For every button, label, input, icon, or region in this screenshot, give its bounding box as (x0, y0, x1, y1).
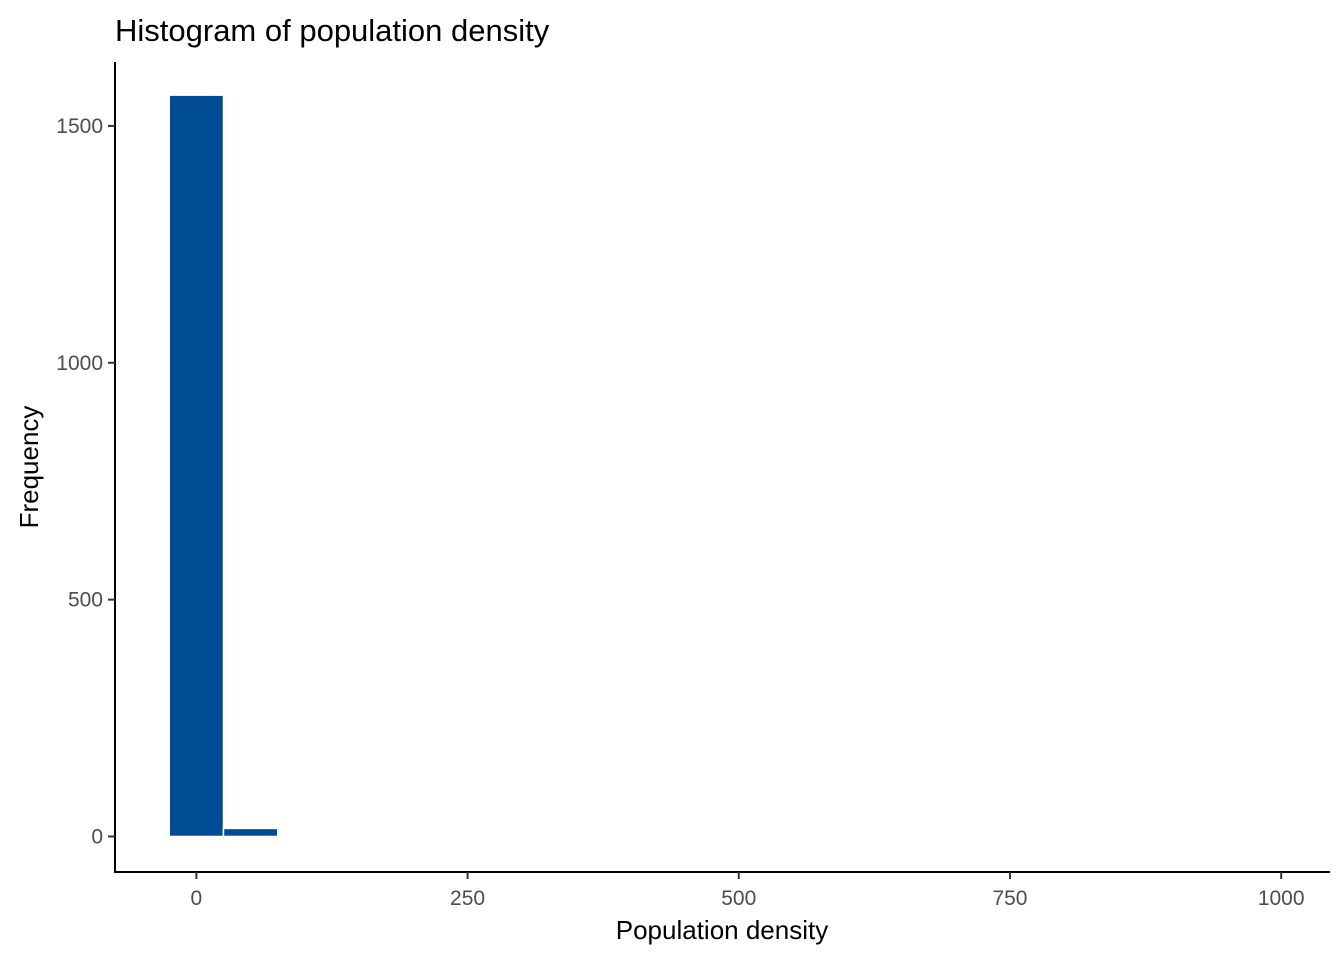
x-tick-label: 0 (191, 887, 203, 910)
y-axis-title: Frequency (14, 406, 44, 529)
y-axis-ticks: 0 500 1000 1500 (56, 115, 115, 848)
x-tick-label: 750 (992, 887, 1027, 910)
bars-group (168, 94, 279, 838)
y-tick-label: 0 (91, 825, 103, 848)
y-tick-label: 1500 (56, 115, 103, 138)
y-tick-label: 500 (68, 589, 103, 612)
x-tick-label: 250 (450, 887, 485, 910)
x-axis-title: Population density (616, 915, 828, 945)
x-axis-ticks: 0 250 500 750 1000 (191, 872, 1305, 910)
histogram-bar-1 (222, 827, 279, 838)
chart-title: Histogram of population density (115, 13, 550, 48)
y-tick-label: 1000 (56, 352, 103, 375)
x-tick-label: 1000 (1258, 887, 1305, 910)
x-tick-label: 500 (721, 887, 756, 910)
histogram-bar-0 (168, 94, 225, 838)
